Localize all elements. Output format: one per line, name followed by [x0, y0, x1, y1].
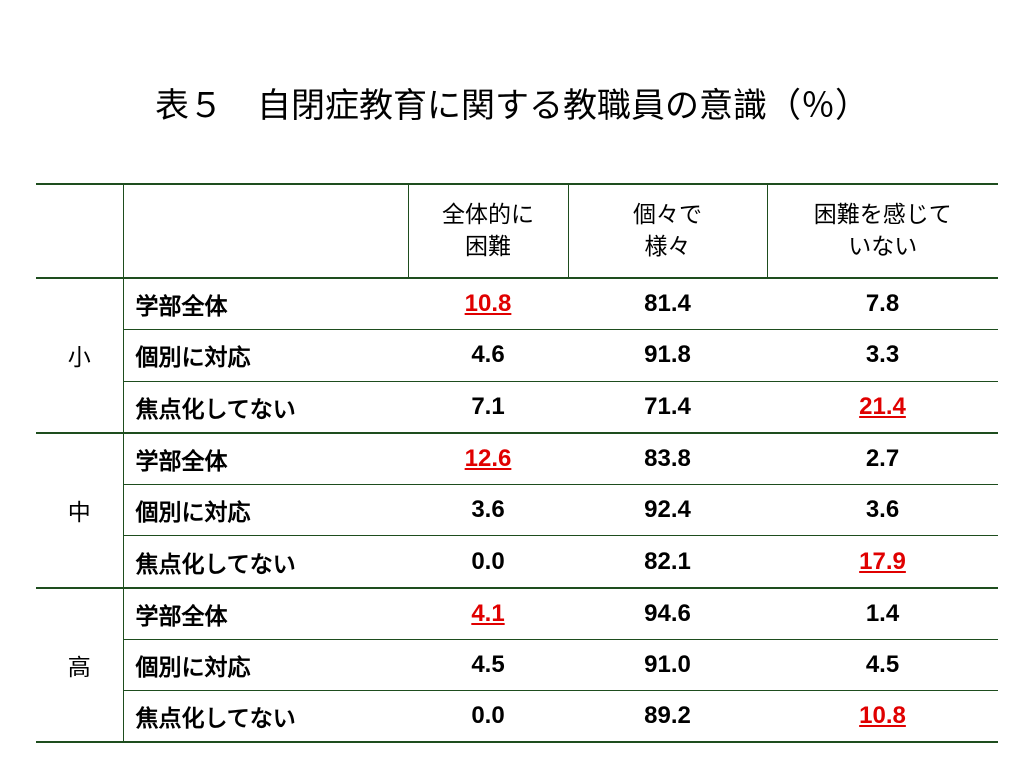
column-header: 個々で 様々	[567, 183, 767, 279]
row-label: 学部全体	[123, 587, 408, 640]
cell: 2.7	[767, 432, 998, 485]
cell: 10.8	[408, 278, 568, 331]
row: 個別に対応 4.6 91.8 3.3	[36, 329, 998, 382]
cell: 89.2	[568, 690, 767, 744]
corner	[36, 183, 123, 279]
cell: 92.4	[568, 484, 767, 537]
cell: 4.5	[408, 639, 568, 692]
cell: 81.4	[568, 278, 767, 331]
highlight-value: 10.8	[859, 702, 906, 730]
cell: 71.4	[568, 381, 767, 434]
row: 小 学部全体 10.8 81.4 7.8	[36, 278, 998, 434]
row-label: 焦点化してない	[123, 535, 408, 589]
header-row: 全体的に 困難 個々で 様々 困難を感じて いない	[36, 183, 998, 279]
cell: 1.4	[767, 587, 998, 640]
cell: 4.5	[767, 639, 998, 692]
cell: 7.8	[767, 278, 998, 331]
cell: 91.8	[568, 329, 767, 382]
column-header: 全体的に 困難	[407, 183, 568, 279]
group-label: 小	[36, 278, 124, 434]
cell: 0.0	[408, 535, 568, 589]
row: 焦点化してない 7.1 71.4 21.4	[36, 381, 998, 434]
row: 焦点化してない 0.0 82.1 17.9	[36, 535, 998, 589]
cell: 21.4	[767, 381, 998, 434]
highlight-value: 17.9	[859, 547, 906, 575]
highlight-value: 21.4	[859, 392, 906, 420]
group-label: 高	[36, 587, 124, 744]
cell: 17.9	[767, 535, 998, 589]
title: 表５ 自閉症教育に関する教職員の意識（％）	[155, 86, 869, 126]
row: 個別に対応 3.6 92.4 3.6	[36, 484, 998, 537]
cell: 94.6	[568, 587, 767, 640]
cell: 83.8	[568, 432, 767, 485]
cell: 91.0	[568, 639, 767, 692]
row: 高 学部全体 4.1 94.6 1.4	[36, 587, 998, 744]
cell: 4.6	[408, 329, 568, 382]
column-header: 困難を感じて いない	[766, 183, 998, 279]
cell: 82.1	[568, 535, 767, 589]
cell: 12.6	[408, 432, 568, 485]
row-label: 個別に対応	[123, 639, 408, 692]
highlight-value: 10.8	[464, 290, 512, 318]
row-label: 焦点化してない	[123, 381, 408, 434]
corner	[122, 183, 408, 279]
row-label: 学部全体	[123, 432, 408, 485]
cell: 10.8	[767, 690, 998, 744]
row: 個別に対応 4.5 91.0 4.5	[36, 639, 998, 692]
group-label: 中	[36, 432, 124, 589]
table: 全体的に 困難 個々で 様々 困難を感じて いない 小 学部全体 10.8 81…	[36, 183, 998, 744]
row: 焦点化してない 0.0 89.2 10.8	[36, 690, 998, 744]
highlight-value: 12.6	[464, 444, 512, 472]
cell: 3.3	[767, 329, 998, 382]
cell: 4.1	[408, 587, 568, 640]
row-label: 学部全体	[123, 278, 408, 331]
cell: 7.1	[408, 381, 568, 434]
cell: 0.0	[408, 690, 568, 744]
row-label: 個別に対応	[123, 329, 408, 382]
row-label: 焦点化してない	[123, 690, 408, 744]
cell: 3.6	[408, 484, 568, 537]
cell: 3.6	[767, 484, 998, 537]
row: 中 学部全体 12.6 83.8 2.7	[36, 432, 998, 589]
highlight-value: 4.1	[471, 599, 505, 627]
row-label: 個別に対応	[123, 484, 408, 537]
